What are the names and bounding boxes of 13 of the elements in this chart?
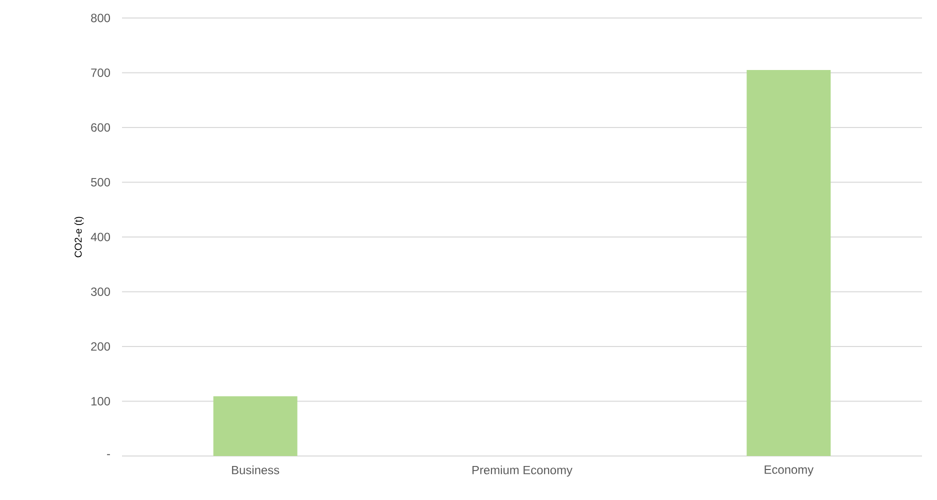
- y-tick-label: 300: [90, 288, 110, 296]
- y-tick-label: -: [107, 454, 110, 456]
- y-tick-label: 100: [91, 397, 110, 406]
- y-tick-label: 800: [91, 14, 110, 22]
- y-tick-label: 200: [91, 342, 110, 351]
- x-tick-label: Economy: [764, 466, 814, 476]
- y-tick-label: 600: [91, 123, 110, 132]
- y-tick-label: 700: [91, 68, 110, 77]
- x-tick-label: Premium Economy: [472, 466, 572, 477]
- y-axis-title: CO2-e (t): [74, 216, 84, 258]
- y-tick-label: 500: [91, 178, 110, 186]
- y-tick-label: 400: [90, 232, 110, 242]
- x-tick-label: Business: [232, 466, 280, 474]
